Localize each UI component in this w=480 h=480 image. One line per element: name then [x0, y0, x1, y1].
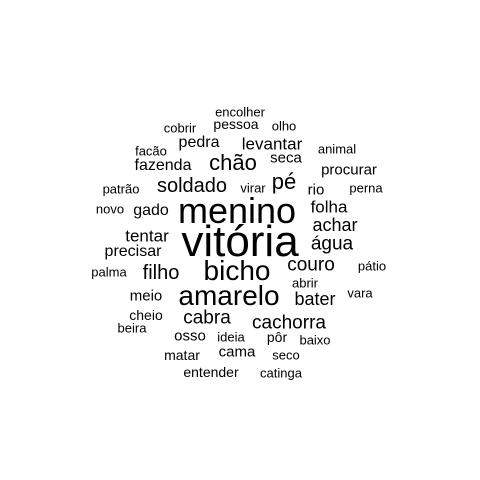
word-tentar: tentar: [125, 226, 169, 246]
word-folha: folha: [310, 197, 348, 217]
word-cama: cama: [218, 343, 256, 361]
word-novo: novo: [95, 201, 125, 217]
word-palma: palma: [91, 264, 127, 280]
word-soldado: soldado: [156, 175, 228, 197]
word-beira: beira: [117, 320, 147, 336]
word-animal: animal: [317, 141, 357, 157]
word-bater: bater: [294, 289, 336, 309]
word-seco: seco: [272, 347, 300, 363]
word-amarelo: amarelo: [178, 280, 280, 311]
word-pedra: pedra: [178, 134, 220, 151]
word-filho: filho: [142, 262, 180, 284]
word-osso: osso: [174, 327, 206, 345]
word-virar: virar: [240, 180, 266, 196]
word-precisar: precisar: [104, 243, 162, 260]
word-pe: pé: [271, 169, 297, 194]
word-cabra: cabra: [183, 307, 231, 329]
word-ideia: ideia: [217, 329, 245, 345]
word-seca: seca: [270, 149, 302, 167]
word-patrao: patrão: [102, 181, 140, 197]
word-encolher: encolher: [215, 104, 265, 120]
word-facao: facão: [135, 143, 167, 159]
word-abrir: abrir: [291, 275, 319, 291]
word-achar: achar: [312, 215, 358, 235]
word-cheio: cheio: [129, 307, 163, 323]
word-olho: olho: [271, 118, 297, 134]
word-couro: couro: [287, 254, 335, 276]
word-pessoa: pessoa: [213, 116, 259, 132]
word-catinga: catinga: [260, 365, 302, 381]
word-fazenda: fazenda: [134, 157, 192, 174]
word-meio: meio: [129, 287, 163, 305]
word-rio: rio: [307, 181, 325, 199]
word-cobrir: cobrir: [163, 120, 197, 136]
word-por: pôr: [266, 329, 288, 345]
word-matar: matar: [164, 347, 200, 363]
word-procurar: procurar: [321, 161, 377, 179]
word-vara: vara: [347, 285, 373, 301]
word-menino: menino: [177, 190, 297, 231]
word-gado: gado: [133, 202, 169, 219]
word-chao: chão: [209, 150, 257, 175]
word-bicho: bicho: [203, 255, 271, 286]
word-cachorra: cachorra: [252, 312, 326, 334]
word-entender: entender: [183, 364, 239, 380]
word-baixo: baixo: [299, 332, 331, 348]
word-vitoria: vitória: [181, 217, 299, 266]
word-perna: perna: [349, 180, 383, 196]
word-levantar: levantar: [241, 134, 303, 154]
word-patio: pátio: [357, 258, 387, 274]
word-agua: água: [310, 233, 354, 255]
